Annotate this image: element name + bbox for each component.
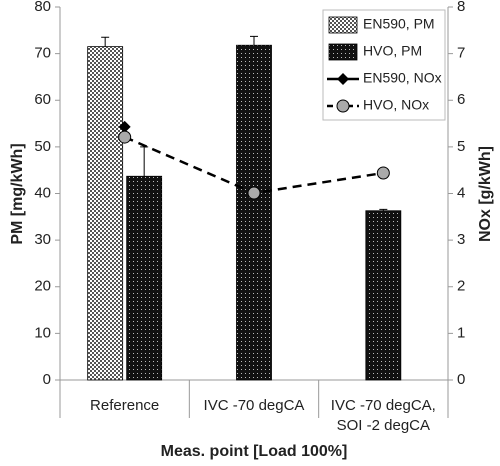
y2-tick-label: 8: [457, 0, 465, 15]
error-bar: [379, 208, 388, 211]
y-tick-label: 10: [34, 324, 51, 341]
line-marker: [118, 120, 131, 133]
legend-swatch: [328, 16, 358, 34]
x-axis-title: Meas. point [Load 100%]: [161, 443, 348, 460]
y-axis-title: PM [mg/kWh]: [9, 143, 26, 244]
error-bar: [101, 36, 110, 47]
legend-marker: [337, 73, 349, 85]
x-tick-label: IVC -70 degCA, SOI -2 degCA: [331, 397, 436, 434]
y-tick-label: 50: [34, 138, 51, 155]
y2-tick-label: 5: [457, 138, 465, 155]
legend-marker: [336, 99, 350, 113]
y2-tick-label: 2: [457, 278, 465, 295]
error-bar: [140, 146, 149, 177]
legend-label: EN590, NOx: [363, 70, 442, 86]
y-tick-label: 40: [34, 184, 51, 201]
y2-tick-label: 7: [457, 45, 465, 62]
y2-tick-label: 4: [457, 184, 465, 201]
y-tick-label: 80: [34, 0, 51, 15]
y2-tick-label: 6: [457, 91, 465, 108]
y2-tick-label: 3: [457, 231, 465, 248]
legend-label: HVO, NOx: [363, 97, 429, 113]
y-tick-label: 70: [34, 45, 51, 62]
line-marker: [118, 130, 132, 144]
y2-tick-label: 0: [457, 371, 465, 388]
bar: [236, 44, 272, 381]
line-marker: [376, 166, 390, 180]
y-tick-label: 60: [34, 91, 51, 108]
y-tick-label: 20: [34, 278, 51, 295]
legend-label: HVO, PM: [363, 43, 422, 59]
line-marker: [247, 186, 261, 200]
bar: [126, 175, 163, 381]
x-tick-label: IVC -70 degCA: [204, 397, 305, 414]
bar: [87, 46, 124, 381]
y-tick-label: 0: [43, 371, 51, 388]
legend-label: EN590, PM: [363, 16, 435, 32]
error-bar: [250, 35, 258, 46]
y2-axis-title: NOx [g/kWh]: [477, 146, 494, 242]
y2-tick-label: 1: [457, 324, 465, 341]
legend-swatch: [328, 43, 358, 61]
x-tick-label: Reference: [90, 397, 159, 414]
bar: [365, 210, 402, 381]
y-tick-label: 30: [34, 231, 51, 248]
